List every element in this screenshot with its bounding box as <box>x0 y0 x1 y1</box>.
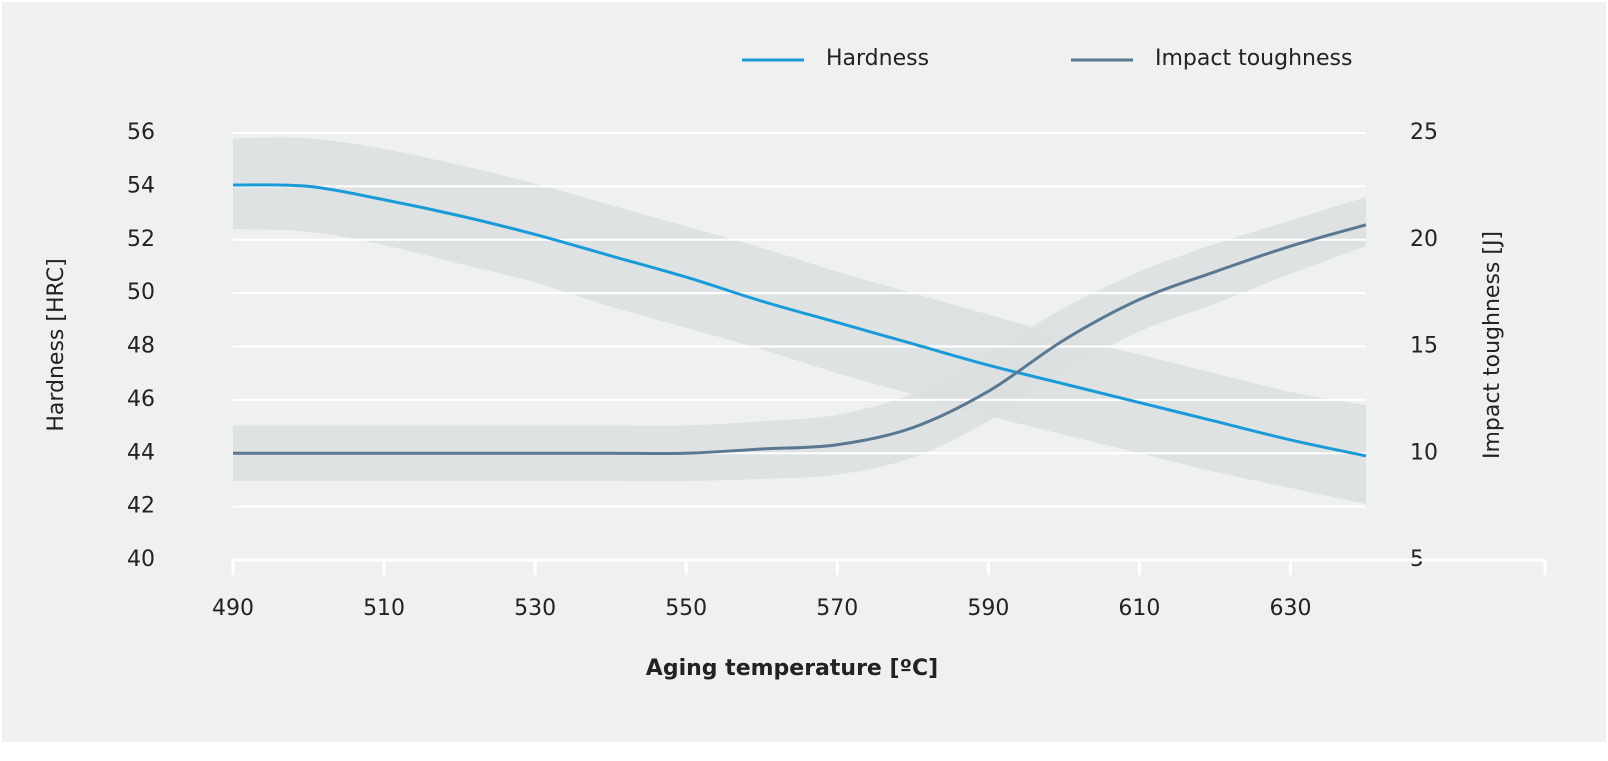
y-tick-label: 52 <box>127 227 155 252</box>
data-line <box>233 223 1367 456</box>
legend-label: Hardness <box>826 46 929 71</box>
legend-label: Impact toughness <box>1155 46 1352 71</box>
y2-tick-label: 15 <box>1410 334 1438 359</box>
x-tick-label: 550 <box>665 596 707 621</box>
y-tick-label: 54 <box>127 173 155 198</box>
y-tick-label: 50 <box>127 280 155 305</box>
x-axis-label: Aging temperature [ºC] <box>646 656 938 681</box>
y-tick-label: 56 <box>127 120 155 145</box>
y2-axis-label: Impact toughness [J] <box>1480 231 1505 459</box>
x-tick-label: 530 <box>514 596 556 621</box>
data-line <box>232 183 1367 458</box>
x-tick-label: 490 <box>212 596 254 621</box>
y2-tick-label: 20 <box>1410 227 1438 252</box>
y-tick-label: 40 <box>127 547 155 572</box>
y2-tick-label: 10 <box>1410 440 1438 465</box>
background <box>2 2 1606 742</box>
y-tick-label: 48 <box>127 334 155 359</box>
x-tick-label: 610 <box>1118 596 1160 621</box>
y-tick-label: 46 <box>127 387 155 412</box>
y-tick-label: 44 <box>127 440 155 465</box>
y-tick-label: 42 <box>127 494 155 519</box>
y-axis-label: Hardness [HRC] <box>44 258 69 431</box>
x-tick-label: 570 <box>816 596 858 621</box>
x-tick-label: 510 <box>363 596 405 621</box>
x-tick-label: 590 <box>967 596 1009 621</box>
x-tick-label: 630 <box>1269 596 1311 621</box>
y2-tick-label: 25 <box>1410 120 1438 145</box>
